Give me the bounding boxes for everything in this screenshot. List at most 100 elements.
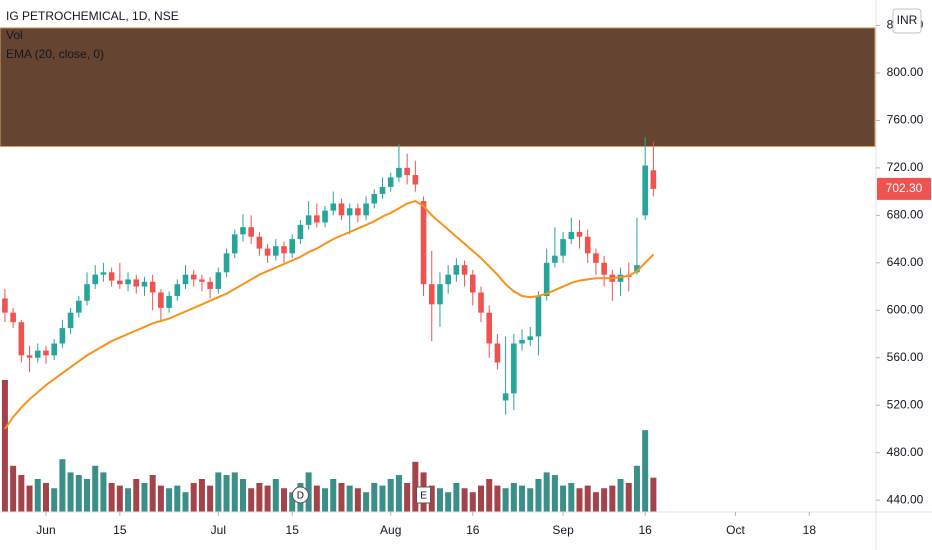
candle-body: [584, 236, 591, 254]
y-tick-label: 720.00: [887, 160, 924, 174]
candle-body: [322, 210, 328, 223]
candle-body: [10, 312, 16, 323]
volume-bar: [494, 485, 501, 512]
y-tick-label: 800.00: [887, 65, 924, 79]
volume-bar: [568, 482, 575, 512]
candle-body: [240, 227, 246, 235]
volume-bar: [264, 485, 271, 512]
volume-bar: [207, 485, 214, 512]
volume-bar: [190, 482, 197, 512]
candle-body: [412, 175, 419, 185]
volume-bar: [281, 488, 288, 512]
volume-bar: [346, 485, 353, 512]
candle-body: [199, 279, 205, 282]
candle-body: [84, 284, 90, 301]
candle-body: [223, 253, 230, 273]
candle-body: [190, 274, 197, 280]
volume-bar: [248, 488, 255, 512]
volume-bar: [231, 472, 238, 512]
volume-bar: [428, 485, 435, 512]
candle-body: [289, 239, 296, 254]
volume-bar: [609, 485, 616, 512]
volume-bar: [92, 465, 99, 512]
event-label: D: [297, 491, 304, 502]
candle-body: [420, 201, 427, 285]
volume-bar: [551, 475, 558, 512]
volume-bar: [198, 479, 205, 512]
x-tick-label: Aug: [380, 523, 401, 537]
candle-body: [125, 279, 131, 285]
candle-body: [51, 343, 57, 356]
y-tick-label: 760.00: [887, 113, 924, 127]
volume-bar: [141, 482, 148, 512]
candle-body: [371, 194, 378, 204]
volume-bar: [100, 472, 107, 512]
volume-bar: [133, 479, 140, 512]
candle-body: [601, 262, 607, 275]
candle-body: [428, 284, 435, 305]
volume-bar: [305, 472, 312, 512]
candle-body: [576, 231, 583, 237]
volume-bar: [535, 479, 542, 512]
volume-bar: [354, 488, 361, 512]
candle-body: [527, 336, 534, 340]
candle-body: [396, 167, 402, 178]
x-tick-label: Sep: [552, 523, 574, 537]
volume-bar: [469, 492, 476, 512]
volume-bar: [18, 475, 25, 512]
candle-body: [379, 186, 386, 195]
candle-body: [593, 253, 599, 263]
candle-body: [453, 265, 460, 275]
candle-body: [338, 203, 345, 216]
volume-bar: [436, 488, 443, 512]
candle-body: [231, 234, 238, 254]
x-tick-label: 16: [466, 523, 480, 537]
candle-body: [207, 281, 213, 289]
event-marker: [291, 486, 309, 504]
volume-bar: [642, 430, 649, 512]
volume-bar: [67, 472, 74, 512]
volume-bar: [313, 485, 320, 512]
candle-body: [117, 280, 123, 285]
volume-bar: [412, 461, 419, 512]
volume-bar: [625, 482, 632, 512]
volume-bar: [322, 488, 329, 512]
volume-bar: [51, 488, 58, 512]
legend-ema: EMA (20, close, 0): [6, 47, 104, 61]
volume-bar: [116, 485, 123, 512]
last-price-label: 702.30: [886, 181, 923, 195]
candle-body: [461, 265, 468, 275]
currency-label: INR: [897, 13, 918, 27]
y-tick-label: 440.00: [887, 492, 924, 506]
volume-bar: [543, 472, 550, 512]
candle-body: [43, 350, 49, 356]
volume-bar: [75, 475, 82, 512]
event-marker: [416, 486, 432, 504]
x-tick-label: 15: [113, 523, 127, 537]
y-tick-label: 600.00: [887, 302, 924, 316]
y-tick-label: 520.00: [887, 397, 924, 411]
candle-body: [404, 167, 410, 176]
candle-body: [502, 393, 509, 401]
volume-bar: [84, 479, 91, 512]
volume-bar: [10, 465, 17, 512]
candle-body: [519, 339, 525, 344]
volume-bar: [379, 485, 386, 512]
candle-body: [281, 246, 287, 254]
candle-body: [256, 236, 263, 249]
volume-bar: [461, 488, 468, 512]
candle-body: [272, 246, 279, 256]
candle-body: [182, 274, 189, 285]
candle-body: [174, 284, 181, 297]
candle-body: [552, 255, 558, 263]
volume-bar: [338, 482, 345, 512]
x-tick-label: Jul: [211, 523, 226, 537]
candle-body: [34, 350, 41, 358]
candle-body: [59, 328, 66, 344]
candle-body: [166, 296, 172, 308]
y-tick-label: 680.00: [887, 208, 924, 222]
volume-bar: [42, 482, 49, 512]
candle-body: [494, 343, 501, 363]
volume-bar: [256, 482, 263, 512]
